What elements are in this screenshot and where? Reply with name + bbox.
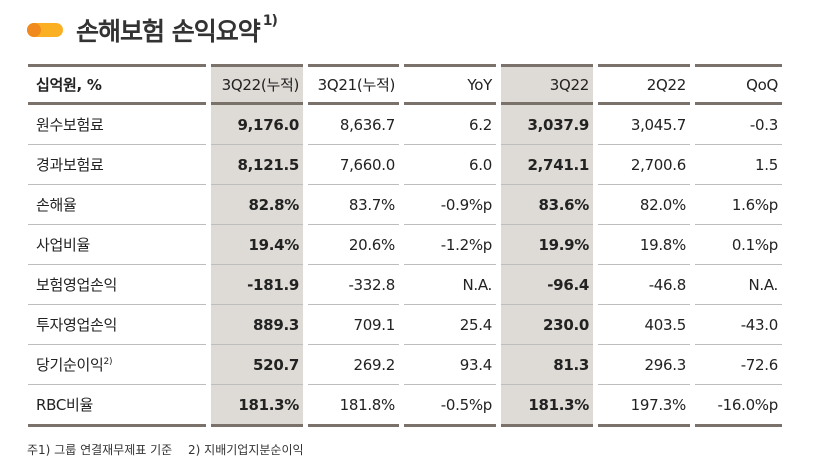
- row-label: 손해율: [28, 185, 206, 225]
- table-cell: 82.0%: [598, 185, 690, 225]
- table-cell: 19.9%: [501, 225, 593, 265]
- column-header: QoQ: [695, 64, 782, 105]
- row-label-text: 당기순이익: [36, 356, 104, 374]
- table-cell: 2,741.1: [501, 145, 593, 185]
- table-cell: 8,121.5: [211, 145, 303, 185]
- table-cell: N.A.: [695, 265, 782, 305]
- page-title: 손해보험 손익요약 1): [76, 12, 278, 48]
- column-header: 3Q22(누적): [211, 64, 303, 105]
- column-header: 2Q22: [598, 64, 690, 105]
- row-label-text: 경과보험료: [36, 156, 104, 174]
- table-cell: -0.5%p: [404, 385, 496, 427]
- table-cell: 3,037.9: [501, 105, 593, 145]
- table-cell: -0.9%p: [404, 185, 496, 225]
- row-label-text: 원수보험료: [36, 116, 104, 134]
- footnotes: 주1) 그룹 연결재무제표 기준 2) 지배기업지분순이익: [27, 441, 304, 458]
- table-cell: -16.0%p: [695, 385, 782, 427]
- footnote-1: 주1) 그룹 연결재무제표 기준: [27, 443, 173, 457]
- footnote-ref: 2): [103, 357, 113, 367]
- table-cell: 403.5: [598, 305, 690, 345]
- table-cell: -1.2%p: [404, 225, 496, 265]
- table-cell: 197.3%: [598, 385, 690, 427]
- table-cell: N.A.: [404, 265, 496, 305]
- table-cell: 181.8%: [308, 385, 399, 427]
- table-cell: 0.1%p: [695, 225, 782, 265]
- table-cell: 269.2: [308, 345, 399, 385]
- row-label: 보험영업손익: [28, 265, 206, 305]
- row-label-text: 투자영업손익: [36, 316, 118, 334]
- table-cell: 20.6%: [308, 225, 399, 265]
- table-cell: 2,700.6: [598, 145, 690, 185]
- table-cell: -0.3: [695, 105, 782, 145]
- table-cell: 520.7: [211, 345, 303, 385]
- table-cell: 25.4: [404, 305, 496, 345]
- table-cell: -46.8: [598, 265, 690, 305]
- column-header: 십억원, %: [28, 64, 206, 105]
- table-header-row: 십억원, % 3Q22(누적) 3Q21(누적) YoY 3Q22 2Q22 QoQ: [28, 64, 782, 105]
- table-cell: 296.3: [598, 345, 690, 385]
- table-cell: -332.8: [308, 265, 399, 305]
- column-header: YoY: [404, 64, 496, 105]
- row-label-text: 사업비율: [36, 236, 91, 254]
- table-cell: 7,660.0: [308, 145, 399, 185]
- row-label: 사업비율: [28, 225, 206, 265]
- table-row: 손해율 82.8% 83.7% -0.9%p 83.6% 82.0% 1.6%p: [28, 185, 782, 225]
- table-cell: 889.3: [211, 305, 303, 345]
- row-label: 투자영업손익: [28, 305, 206, 345]
- table-cell: 709.1: [308, 305, 399, 345]
- table-cell: 3,045.7: [598, 105, 690, 145]
- table-cell: 6.2: [404, 105, 496, 145]
- table-cell: 82.8%: [211, 185, 303, 225]
- column-header: 3Q21(누적): [308, 64, 399, 105]
- page-title-text: 손해보험 손익요약: [76, 17, 261, 46]
- table-cell: 93.4: [404, 345, 496, 385]
- table-cell: 83.6%: [501, 185, 593, 225]
- table-cell: 19.8%: [598, 225, 690, 265]
- row-label: 경과보험료: [28, 145, 206, 185]
- table-cell: 6.0: [404, 145, 496, 185]
- table-cell: 9,176.0: [211, 105, 303, 145]
- table-row: 경과보험료 8,121.5 7,660.0 6.0 2,741.1 2,700.6 1.5: [28, 145, 782, 185]
- section-title: 손해보험 손익요약 1): [27, 12, 278, 48]
- table-row: 원수보험료 9,176.0 8,636.7 6.2 3,037.9 3,045.7 -0.3: [28, 105, 782, 145]
- table-cell: 8,636.7: [308, 105, 399, 145]
- table-cell: 181.3%: [211, 385, 303, 427]
- table-cell: -43.0: [695, 305, 782, 345]
- table-cell: 83.7%: [308, 185, 399, 225]
- table-cell: 81.3: [501, 345, 593, 385]
- table-cell: -181.9: [211, 265, 303, 305]
- table-row: 당기순이익2) 520.7 269.2 93.4 81.3 296.3 -72.6: [28, 345, 782, 385]
- row-label: 원수보험료: [28, 105, 206, 145]
- row-label-text: 손해율: [36, 196, 77, 214]
- table-cell: -96.4: [501, 265, 593, 305]
- row-label: 당기순이익2): [28, 345, 206, 385]
- column-header: 3Q22: [501, 64, 593, 105]
- table-cell: 1.6%p: [695, 185, 782, 225]
- row-label-text: 보험영업손익: [36, 276, 118, 294]
- table-cell: -72.6: [695, 345, 782, 385]
- table-body: 원수보험료 9,176.0 8,636.7 6.2 3,037.9 3,045.7 -0.3…: [28, 105, 782, 427]
- row-label-text: RBC비율: [36, 396, 94, 414]
- title-note: 1): [262, 12, 278, 29]
- row-label: RBC비율: [28, 385, 206, 427]
- table-cell: 1.5: [695, 145, 782, 185]
- bullet-pill-icon: [27, 23, 63, 37]
- table-cell: 19.4%: [211, 225, 303, 265]
- insurance-summary-table: 십억원, % 3Q22(누적) 3Q21(누적) YoY 3Q22 2Q22 QoQ 원수보…: [23, 64, 787, 427]
- footnote-2: 2) 지배기업지분순이익: [188, 443, 304, 457]
- table-row: 사업비율 19.4% 20.6% -1.2%p 19.9% 19.8% 0.1%p: [28, 225, 782, 265]
- table-cell: 181.3%: [501, 385, 593, 427]
- table-row: 보험영업손익 -181.9 -332.8 N.A. -96.4 -46.8 N.A.: [28, 265, 782, 305]
- table-row: 투자영업손익 889.3 709.1 25.4 230.0 403.5 -43.0: [28, 305, 782, 345]
- table-cell: 230.0: [501, 305, 593, 345]
- table-row: RBC비율 181.3% 181.8% -0.5%p 181.3% 197.3% -16.0…: [28, 385, 782, 427]
